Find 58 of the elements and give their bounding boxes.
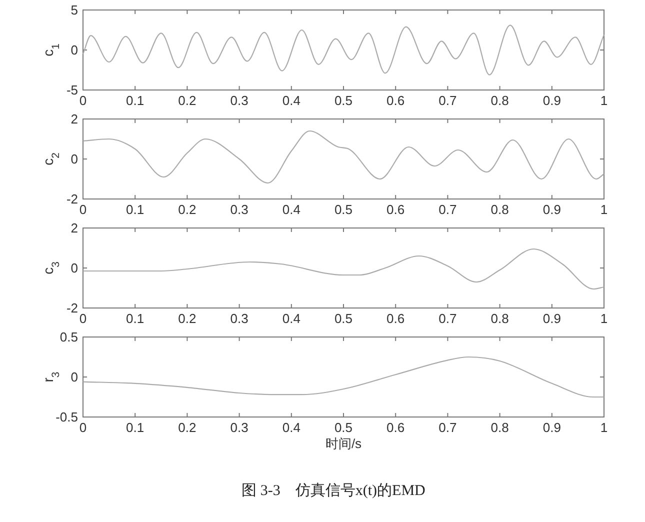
caption: 图 3-3 仿真信号x(t)的EMD bbox=[242, 482, 426, 499]
x-tick-label: 0.7 bbox=[438, 93, 457, 108]
x-tick-label: 0.1 bbox=[126, 93, 144, 108]
x-tick-label: 0.1 bbox=[126, 202, 144, 217]
x-tick-label: 0.7 bbox=[438, 202, 457, 217]
x-tick-label: 0.2 bbox=[178, 420, 196, 435]
x-tick-label: 0.2 bbox=[178, 311, 196, 326]
x-tick-label: 0.6 bbox=[386, 202, 405, 217]
x-tick-label: 0.8 bbox=[490, 420, 509, 435]
x-tick-label: 0.3 bbox=[230, 311, 248, 326]
x-tick-label: 0.8 bbox=[490, 202, 509, 217]
y-tick-label: -2 bbox=[66, 192, 78, 206]
x-tick-label: 0.4 bbox=[282, 202, 300, 217]
x-axis-title: 时间/s bbox=[325, 436, 362, 451]
x-tick-label: 0.5 bbox=[334, 202, 353, 217]
y-tick-label: -2 bbox=[66, 300, 78, 316]
x-tick-label: 0.8 bbox=[490, 311, 509, 326]
x-tick-label: 0.5 bbox=[334, 311, 353, 326]
x-tick-label: 0.3 bbox=[230, 202, 248, 217]
y-tick-label: 5 bbox=[70, 2, 78, 18]
x-tick-label: 1 bbox=[600, 311, 608, 326]
y-tick-label: 0 bbox=[70, 370, 78, 384]
y-tick-label: 0 bbox=[70, 152, 78, 166]
x-tick-label: 0.6 bbox=[386, 311, 405, 326]
x-tick-label: 0.8 bbox=[490, 93, 509, 108]
line-series bbox=[82, 24, 605, 76]
y-tick-label: 0.5 bbox=[60, 330, 78, 344]
y-tick-label: -0.5 bbox=[56, 410, 78, 424]
y-tick-label: 2 bbox=[70, 220, 78, 236]
x-tick-label: 0.3 bbox=[230, 420, 248, 435]
x-tick-label: 1 bbox=[600, 93, 608, 108]
line-series bbox=[82, 130, 605, 184]
x-tick-label: 0.9 bbox=[542, 93, 561, 108]
x-tick-label: 0.7 bbox=[438, 311, 457, 326]
x-tick-label: 0.4 bbox=[282, 311, 300, 326]
x-tick-label: 0.1 bbox=[126, 420, 144, 435]
x-tick-label: 0.4 bbox=[282, 93, 300, 108]
x-tick-label: 0.2 bbox=[178, 93, 196, 108]
x-tick-label: 0.1 bbox=[126, 311, 144, 326]
line-series bbox=[82, 248, 605, 290]
x-tick-label: 0.3 bbox=[230, 93, 248, 108]
y-tick-label: 2 bbox=[70, 112, 78, 126]
x-tick-label: 1 bbox=[600, 202, 608, 217]
x-tick-label: 0.4 bbox=[282, 420, 300, 435]
line-series bbox=[82, 356, 605, 398]
x-tick-label: 0.2 bbox=[178, 202, 196, 217]
x-tick-label: 0.6 bbox=[386, 93, 405, 108]
x-tick-label: 0.9 bbox=[542, 420, 561, 435]
x-tick-label: 1 bbox=[600, 420, 608, 435]
y-tick-label: 0 bbox=[70, 42, 78, 58]
x-tick-label: 0.7 bbox=[438, 420, 457, 435]
y-tick-label: 0 bbox=[70, 260, 78, 276]
y-tick-label: -5 bbox=[66, 82, 78, 98]
x-tick-label: 0.6 bbox=[386, 420, 405, 435]
x-tick-label: 0.9 bbox=[542, 311, 561, 326]
x-tick-label: 0.5 bbox=[334, 420, 353, 435]
x-tick-label: 0.9 bbox=[542, 202, 561, 217]
x-tick-label: 0.5 bbox=[334, 93, 353, 108]
